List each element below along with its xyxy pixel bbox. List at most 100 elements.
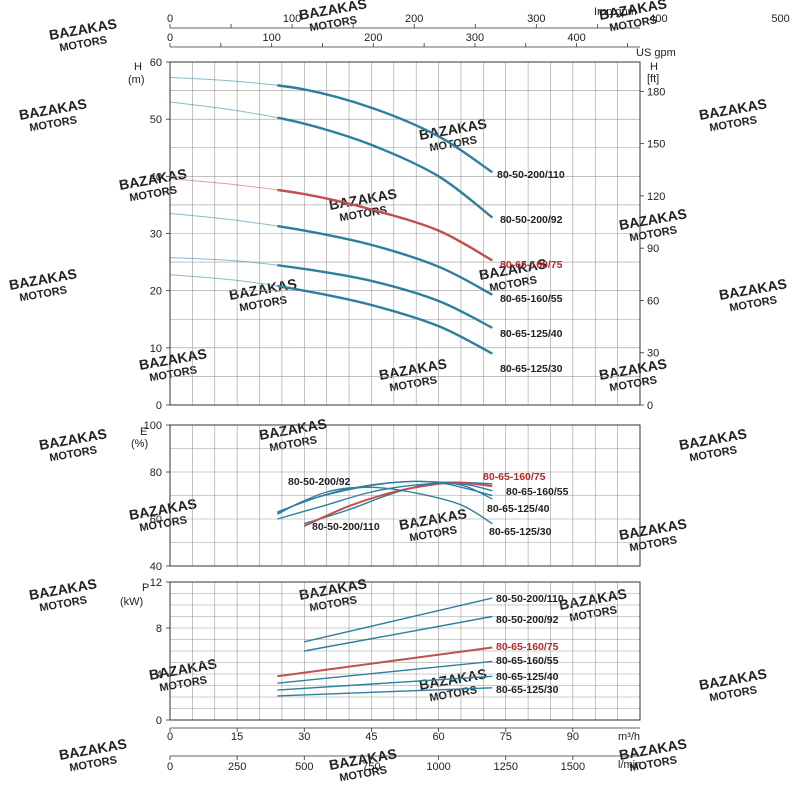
imp-gpm-label: Imp gpm: [594, 6, 637, 18]
lmin-tick-label: 1250: [493, 761, 517, 773]
lmin-tick-label: 1500: [561, 761, 585, 773]
lmin-tick-label: 0: [167, 761, 173, 773]
e-curve-label: 80-65-160/75: [483, 471, 546, 483]
h-curve-80-65-125/30: [277, 284, 493, 355]
ft-tick-label: 60: [647, 295, 659, 307]
e-curve-label: 80-65-125/40: [487, 503, 550, 515]
imp-gpm-tick-label: 0: [167, 13, 173, 25]
h-curve-80-65-160/75: [277, 188, 493, 262]
imp-gpm-tick-label: 200: [405, 13, 423, 25]
y-tick-label: 0: [156, 715, 162, 727]
h-axis-unit: (m): [128, 74, 145, 86]
h-right-axis-label: H: [650, 61, 658, 73]
imp-gpm-tick-label: 400: [649, 13, 667, 25]
y-tick-label: 60: [150, 57, 162, 69]
p-curve-label: 80-65-160/75: [496, 641, 559, 653]
h-curve-thin: [169, 274, 493, 355]
h-curve-80-65-160/55: [277, 224, 493, 296]
ft-tick-label: 0: [647, 400, 653, 412]
lmin-tick-label: 250: [228, 761, 246, 773]
e-curve-label: 80-65-125/30: [489, 526, 552, 538]
h-curve-label: 80-50-200/110: [497, 169, 565, 181]
us-gpm-tick-label: 400: [567, 32, 585, 44]
us-gpm-tick-label: 300: [466, 32, 484, 44]
y-tick-label: 50: [150, 114, 162, 126]
ft-tick-label: 180: [647, 86, 665, 98]
y-tick-label: 30: [150, 229, 162, 241]
m3h-tick-label: 15: [231, 731, 243, 743]
y-tick-label: 40: [150, 171, 162, 183]
h-curve-80-50-200/110: [277, 84, 493, 174]
h-curve-label: 80-65-160/75: [500, 259, 563, 271]
e-curve-80-65-160/55: [277, 482, 493, 520]
ft-tick-label: 30: [647, 348, 659, 360]
imp-gpm-tick-label: 100: [283, 13, 301, 25]
ft-tick-label: 90: [647, 243, 659, 255]
p-curve-label: 80-65-125/30: [496, 684, 559, 696]
m3h-axis-label: m³/h: [618, 731, 640, 743]
p-curve-label: 80-50-200/92: [496, 614, 559, 626]
h-curve-label: 80-65-125/30: [500, 363, 563, 375]
us-gpm-label: US gpm: [636, 47, 676, 59]
m3h-tick-label: 0: [167, 731, 173, 743]
ft-tick-label: 120: [647, 191, 665, 203]
h-curve-label: 80-65-160/55: [500, 293, 563, 305]
m3h-tick-label: 90: [567, 731, 579, 743]
lmin-tick-label: 1000: [426, 761, 450, 773]
p-curve-label: 80-65-160/55: [496, 655, 559, 667]
p-curve-80-65-160/75: [277, 646, 493, 678]
h-axis-label: H: [134, 61, 142, 73]
imp-gpm-tick-label: 500: [771, 13, 789, 25]
h-curve-80-50-200/92: [277, 116, 494, 219]
grid-layer: [170, 62, 640, 720]
y-tick-label: 20: [150, 286, 162, 298]
frames-layer: [166, 24, 644, 760]
lmin-tick-label: 500: [295, 761, 313, 773]
h-curve-thin: [169, 213, 493, 296]
y-tick-label: 60: [150, 514, 162, 526]
p-axis-label: P: [142, 582, 149, 594]
p-curve-80-50-200/92: [304, 615, 493, 652]
p-curve-80-65-125/30: [277, 687, 493, 697]
y-tick-label: 4: [156, 669, 162, 681]
e-axis-label: E: [140, 426, 147, 438]
imp-gpm-tick-label: 300: [527, 13, 545, 25]
us-gpm-tick-label: 0: [167, 32, 173, 44]
e-curve-label: 80-50-200/110: [312, 521, 380, 533]
curves-layer: [169, 76, 494, 697]
h-right-axis-unit: [ft]: [647, 73, 659, 85]
m3h-tick-label: 30: [298, 731, 310, 743]
m3h-tick-label: 60: [432, 731, 444, 743]
e-curve-label: 80-50-200/92: [288, 476, 351, 488]
e-curve-80-65-160/75: [303, 481, 493, 527]
e-curve-label: 80-65-160/55: [506, 486, 569, 498]
y-tick-label: 10: [150, 343, 162, 355]
lmin-tick-label: 750: [362, 761, 380, 773]
e-curve-80-65-125/30: [277, 486, 493, 525]
e-axis-unit: (%): [131, 438, 148, 450]
y-tick-label: 80: [150, 467, 162, 479]
h-curve-label: 80-65-125/40: [500, 328, 563, 340]
h-curve-80-65-125/40: [277, 264, 493, 329]
p-curve-80-65-125/40: [277, 675, 493, 691]
panel-frame: [169, 581, 641, 721]
p-axis-unit: (kW): [120, 596, 143, 608]
lmin-axis-label: l/min: [618, 759, 641, 771]
panel-frame: [169, 424, 641, 567]
y-tick-label: 8: [156, 623, 162, 635]
p-curve-label: 80-65-125/40: [496, 671, 559, 683]
y-tick-label: 100: [144, 420, 162, 432]
e-curve-80-65-125/40: [277, 480, 493, 513]
p-curve-80-50-200/110: [304, 597, 493, 643]
text-layer: H (m) H [ft] Imp gpm US gpm E (%) P (kW)…: [120, 6, 790, 773]
h-curve-thin: [169, 178, 493, 261]
h-curve-label: 80-50-200/92: [500, 214, 563, 226]
y-tick-label: 40: [150, 561, 162, 573]
y-tick-label: 0: [156, 400, 162, 412]
ft-tick-label: 150: [647, 139, 665, 151]
us-gpm-tick-label: 100: [262, 32, 280, 44]
y-tick-label: 12: [150, 577, 162, 589]
m3h-tick-label: 45: [365, 731, 377, 743]
